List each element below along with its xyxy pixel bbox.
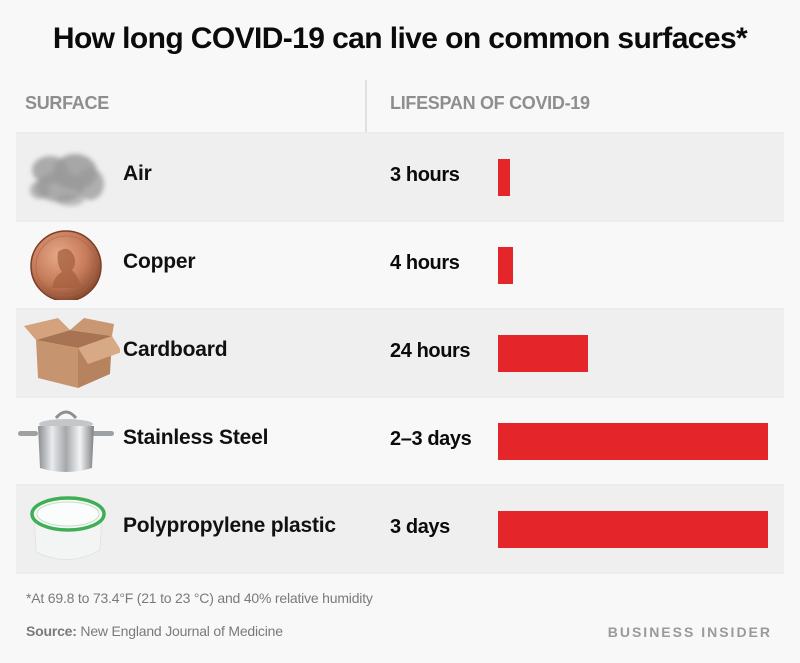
surface-name: Cardboard <box>123 338 228 361</box>
lifespan-label: 3 days <box>390 516 450 538</box>
surface-name: Air <box>123 162 152 185</box>
cloud-icon <box>30 154 104 206</box>
header-lifespan: LIFESPAN OF COVID-19 <box>390 93 590 113</box>
lifespan-bar <box>498 423 768 460</box>
lifespan-bar <box>498 335 588 372</box>
cardboard-box-icon <box>24 318 120 388</box>
header-surface: SURFACE <box>25 93 109 113</box>
lifespan-bar <box>498 511 768 548</box>
lifespan-label: 4 hours <box>390 252 460 274</box>
footnote: *At 69.8 to 73.4°F (21 to 23 °C) and 40%… <box>26 590 373 606</box>
plastic-container-icon <box>30 496 106 561</box>
table-row: Cardboard 24 hours <box>16 308 784 396</box>
lifespan-bar <box>498 247 513 284</box>
chart-title: How long COVID-19 can live on common sur… <box>52 22 748 55</box>
surface-name: Stainless Steel <box>123 426 269 449</box>
lifespan-label: 3 hours <box>390 164 460 186</box>
penny-icon <box>30 230 102 300</box>
source-label: Source: <box>26 623 77 639</box>
table-row: Polypropylene plastic 3 days <box>16 484 784 574</box>
table-row: Copper 4 hours <box>16 220 784 308</box>
lifespan-bar <box>498 159 510 196</box>
lifespan-label: 24 hours <box>390 340 471 362</box>
surface-name: Copper <box>123 250 196 273</box>
brand-logo: BUSINESS INSIDER <box>607 624 772 640</box>
table-row: Stainless Steel 2–3 days <box>16 396 784 484</box>
lifespan-label: 2–3 days <box>390 428 472 450</box>
surface-name: Polypropylene plastic <box>123 514 336 537</box>
steel-pot-icon <box>18 410 114 472</box>
source-text: New England Journal of Medicine <box>76 623 283 639</box>
surface-table: Air 3 hours Copper 4 hours <box>16 132 784 574</box>
table-row: Air 3 hours <box>16 132 784 220</box>
source-line: Source: New England Journal of Medicine <box>26 623 283 639</box>
